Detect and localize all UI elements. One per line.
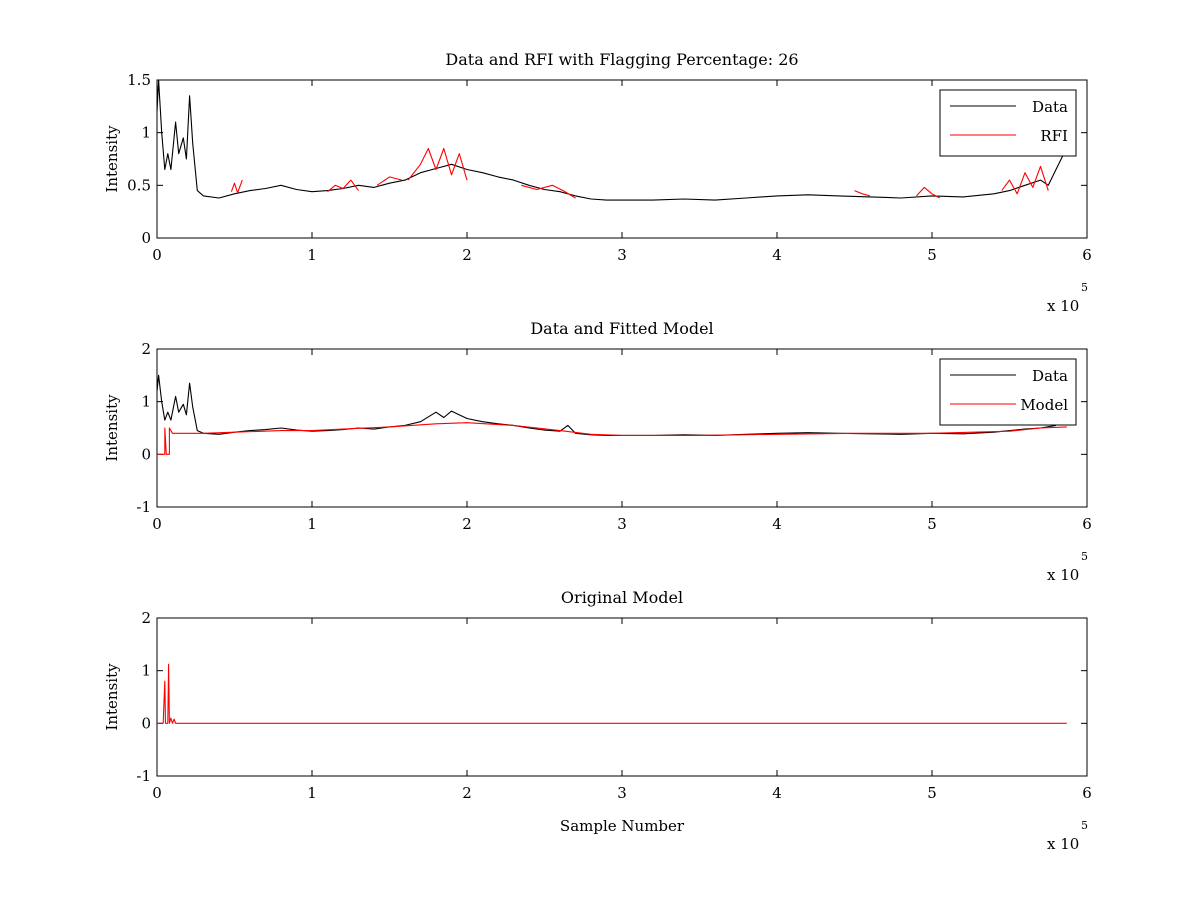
- x-tick-label: 6: [1082, 246, 1092, 264]
- x-tick-label: 4: [772, 246, 782, 264]
- x-tick-label: 0: [152, 515, 162, 533]
- x-tick-label: 3: [617, 784, 627, 802]
- y-tick-label: 2: [141, 340, 151, 358]
- legend: Data Model: [939, 358, 1077, 426]
- x-tick-label: 2: [462, 515, 472, 533]
- series-group: [157, 80, 1065, 201]
- x-tick-label: 3: [617, 515, 627, 533]
- y-axis-label: Intensity: [103, 125, 121, 193]
- series-line-model: [157, 422, 1067, 455]
- y-tick-label: 2: [141, 609, 151, 627]
- chart-title: Data and Fitted Model: [530, 319, 713, 338]
- chart-title: Data and RFI with Flagging Percentage: 2…: [445, 50, 798, 69]
- x-tick-label: 1: [307, 784, 317, 802]
- series-line-data: [157, 374, 1057, 436]
- y-tick-label: 0: [141, 229, 151, 247]
- x-tick-label: 3: [617, 246, 627, 264]
- x-tick-label: 1: [307, 515, 317, 533]
- series-group: [157, 374, 1067, 455]
- x-multiplier: x 10: [1047, 297, 1079, 315]
- x-multiplier-exponent: 5: [1081, 550, 1088, 563]
- x-multiplier: x 10: [1047, 835, 1079, 853]
- series-group: [157, 663, 1067, 724]
- series-line-rfi: [327, 179, 359, 193]
- series-line-model: [157, 663, 1067, 724]
- y-tick-label: 1: [141, 124, 151, 142]
- x-tick-label: 2: [462, 246, 472, 264]
- x-tick-label: 4: [772, 784, 782, 802]
- series-line-rfi: [407, 147, 468, 181]
- x-tick-label: 1: [307, 246, 317, 264]
- series-line-rfi: [230, 179, 243, 194]
- y-tick-label: 0.5: [127, 176, 151, 194]
- x-tick-label: 5: [927, 246, 937, 264]
- subplot-1: 0 1 2 3 4 5 6 0 0.5 1 1.5 Data and RFI with Flaggin…: [103, 50, 1092, 315]
- legend-label: Model: [1020, 396, 1068, 414]
- y-axis-label: Intensity: [103, 663, 121, 731]
- x-multiplier-exponent: 5: [1081, 819, 1088, 832]
- y-axis-label: Intensity: [103, 394, 121, 462]
- y-tick-label: -1: [136, 767, 151, 785]
- series-line-rfi: [916, 186, 941, 199]
- series-line-rfi: [521, 184, 576, 199]
- plot-area: [156, 617, 1088, 777]
- legend-box: [939, 89, 1077, 157]
- chart-title: Original Model: [561, 588, 683, 607]
- legend-label: RFI: [1040, 127, 1068, 145]
- y-tick-label: 1: [141, 393, 151, 411]
- x-tick-label: 4: [772, 515, 782, 533]
- x-tick-label: 0: [152, 784, 162, 802]
- legend-label: Data: [1032, 367, 1068, 385]
- x-tick-label: 5: [927, 784, 937, 802]
- legend: Data RFI: [939, 89, 1077, 157]
- x-tick-label: 2: [462, 784, 472, 802]
- y-tick-label: -1: [136, 498, 151, 516]
- legend-box: [939, 358, 1077, 426]
- legend-label: Data: [1032, 98, 1068, 116]
- y-tick-label: 1.5: [127, 71, 151, 89]
- y-tick-label: 0: [141, 714, 151, 732]
- plot-area: [156, 79, 1088, 239]
- series-line-rfi: [1001, 165, 1049, 195]
- y-tick-label: 0: [141, 445, 151, 463]
- x-axis-label: Sample Number: [560, 817, 685, 835]
- x-tick-label: 6: [1082, 515, 1092, 533]
- y-tick-label: 1: [141, 662, 151, 680]
- x-multiplier-exponent: 5: [1081, 281, 1088, 294]
- subplot-panels: 0 1 2 3 4 5 6 0 0.5 1 1.5 Data and RFI with Flaggin…: [103, 50, 1092, 853]
- series-line-rfi: [854, 190, 871, 197]
- plot-area: [156, 348, 1088, 508]
- x-tick-label: 0: [152, 246, 162, 264]
- x-tick-label: 6: [1082, 784, 1092, 802]
- series-line-data: [157, 80, 1065, 201]
- x-tick-label: 5: [927, 515, 937, 533]
- x-multiplier: x 10: [1047, 566, 1079, 584]
- series-line-rfi: [376, 176, 403, 186]
